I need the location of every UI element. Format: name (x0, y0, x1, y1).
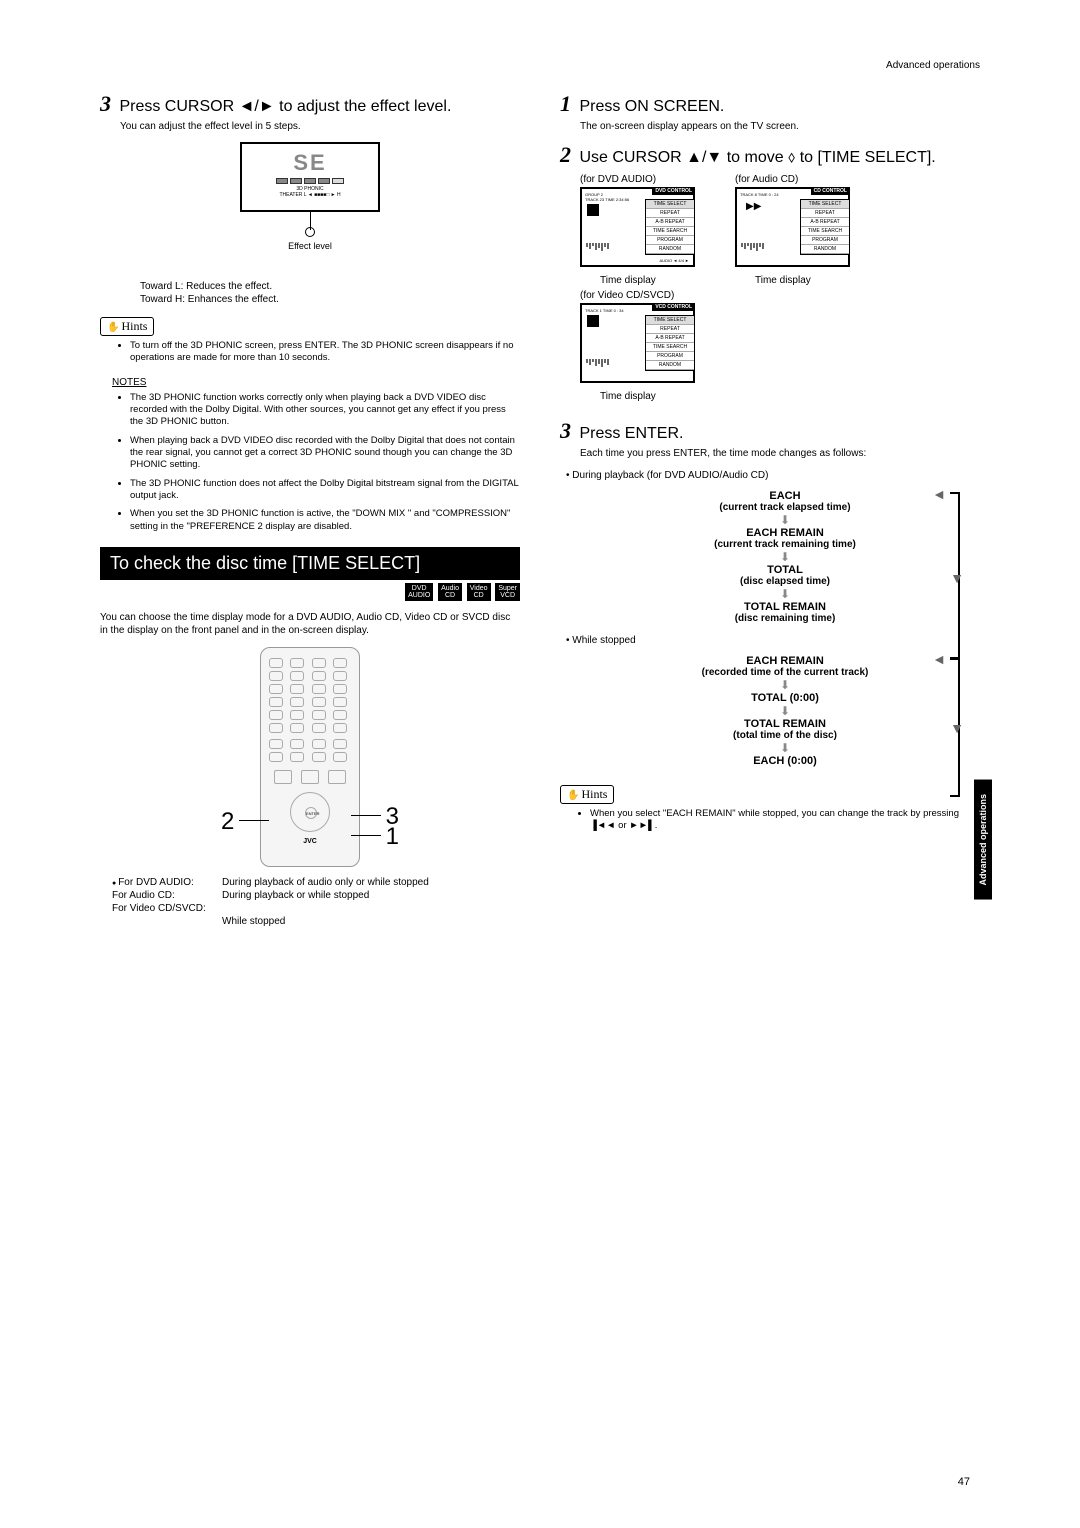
header-section: Advanced operations (100, 60, 980, 71)
flow2-each: EACH (0:00) (590, 755, 980, 767)
dvd-audio-desc: During playback of audio only or while s… (222, 877, 429, 888)
cd-control-title: CD CONTROL (811, 187, 850, 195)
step-number: 1 (560, 91, 571, 116)
main-columns: 3 Press CURSOR ◄/► to adjust the effect … (100, 91, 980, 929)
step-3-sub: You can adjust the effect level in 5 ste… (120, 121, 520, 132)
audio-cd-desc: During playback or while stopped (222, 890, 369, 901)
page-number: 47 (958, 1476, 970, 1488)
time-display-label: Time display (600, 391, 980, 402)
vcd-control-menu: TIME SELECT REPEAT A-B REPEAT TIME SEARC… (645, 315, 695, 371)
cd-control-figure: CD CONTROL TRACK 8 TIME 0 : 24 ▶▶ TIME S… (735, 187, 850, 267)
flow-each: EACH (590, 490, 980, 502)
effect-level-label: Effect level (100, 241, 520, 251)
time-select-para: You can choose the time display mode for… (100, 611, 520, 637)
step-2-title: Use CURSOR ▲/▼ to move ⬨ to [TIME SELECT… (579, 149, 935, 166)
side-tab: Advanced operations (974, 780, 992, 900)
flow-total-remain-sub: (disc remaining time) (590, 613, 980, 624)
hints-list-right: When you select "EACH REMAIN" while stop… (590, 808, 980, 833)
badge-video-cd: VideoCD (467, 583, 491, 601)
toward-l: Toward L: Reduces the effect. (140, 281, 520, 292)
hint-item: When you select "EACH REMAIN" while stop… (590, 808, 980, 833)
step-number: 3 (100, 91, 111, 116)
right-column: 1 Press ON SCREEN. The on-screen display… (560, 91, 980, 929)
stopped-label: While stopped (566, 634, 980, 647)
badge-super-vcd: SuperVCD (495, 583, 520, 601)
left-column: 3 Press CURSOR ◄/► to adjust the effect … (100, 91, 520, 929)
vcd-control-figure: VCD CONTROL TRACK 1 TIME 0 : 34 TIME SEL… (580, 303, 695, 383)
dvd-audio-label: For DVD AUDIO: (112, 877, 222, 888)
for-audio-cd-label: (for Audio CD) (735, 174, 860, 185)
flow2-total-remain: TOTAL REMAIN (590, 718, 980, 730)
dvd-control-title: DVD CONTROL (652, 187, 695, 195)
step-3r-sub: Each time you press ENTER, the time mode… (580, 448, 980, 459)
badge-audio-cd: AudioCD (438, 583, 462, 601)
hints-badge-right: Hints (560, 785, 614, 804)
flow-each-sub: (current track elapsed time) (590, 502, 980, 513)
note-item: When playing back a DVD VIDEO disc recor… (130, 435, 520, 472)
time-display-label: Time display (600, 275, 705, 286)
time-select-heading: To check the disc time [TIME SELECT] (100, 547, 520, 580)
toward-h: Toward H: Enhances the effect. (140, 294, 520, 305)
vcd-control-title: VCD CONTROL (652, 303, 695, 311)
notes-list: The 3D PHONIC function works correctly o… (130, 392, 520, 533)
video-cd-desc: While stopped (222, 916, 285, 927)
hints-list: To turn off the 3D PHONIC screen, press … (130, 340, 520, 365)
se-figure: SE 3D PHONIC THEATER L ◄ ■■■■□ ► H Effec… (100, 142, 520, 251)
for-dvd-audio-label: (for DVD AUDIO) (580, 174, 705, 185)
badge-dvd-audio: DVDAUDIO (405, 583, 433, 601)
playback-label: During playback (for DVD AUDIO/Audio CD) (566, 469, 980, 482)
hints-badge: Hints (100, 317, 154, 336)
step-3-title: Press CURSOR ◄/► to adjust the effect le… (119, 98, 451, 115)
note-item: The 3D PHONIC function does not affect t… (130, 478, 520, 503)
flow-total-sub: (disc elapsed time) (590, 576, 980, 587)
remote-callout-2: 2 (221, 808, 234, 836)
flow-each-remain-sub: (current track remaining time) (590, 539, 980, 550)
step-3-cursor: 3 Press CURSOR ◄/► to adjust the effect … (100, 91, 520, 117)
flow2-total: TOTAL (0:00) (590, 692, 980, 704)
flow-stopped: ◄ ▼ EACH REMAIN (recorded time of the cu… (590, 655, 980, 767)
step-number: 3 (560, 418, 571, 443)
remote-figure: ENTER JVC 2 3 1 (260, 647, 360, 867)
step-1-sub: The on-screen display appears on the TV … (580, 121, 980, 132)
note-item: The 3D PHONIC function works correctly o… (130, 392, 520, 429)
remote-brand: JVC (269, 838, 351, 845)
dvd-control-figure: DVD CONTROL GROUP 2TRACK 23 TIME 2:34:56… (580, 187, 695, 267)
disc-type-list: For DVD AUDIO:During playback of audio o… (112, 877, 520, 927)
flow2-each-remain-sub: (recorded time of the current track) (590, 667, 980, 678)
flow-total: TOTAL (590, 564, 980, 576)
media-badges: DVDAUDIO AudioCD VideoCD SuperVCD (100, 583, 520, 601)
remote-callout-1: 1 (386, 823, 399, 851)
step-1-onscreen: 1 Press ON SCREEN. (560, 91, 980, 117)
step-3-enter: 3 Press ENTER. (560, 418, 980, 444)
notes-title: NOTES (112, 377, 520, 388)
flow2-total-remain-sub: (total time of the disc) (590, 730, 980, 741)
step-2-cursor: 2 Use CURSOR ▲/▼ to move ⬨ to [TIME SELE… (560, 142, 980, 168)
step-1-title: Press ON SCREEN. (579, 98, 724, 115)
se-text: SE (248, 150, 372, 176)
hint-item: To turn off the 3D PHONIC screen, press … (130, 340, 520, 365)
video-cd-label: For Video CD/SVCD: (112, 903, 222, 914)
flow-playback: ◄ ▼ EACH (current track elapsed time) ⬇ … (590, 490, 980, 624)
cd-control-menu: TIME SELECT REPEAT A-B REPEAT TIME SEARC… (800, 199, 850, 255)
step-3r-title: Press ENTER. (579, 425, 683, 442)
flow-each-remain: EACH REMAIN (590, 527, 980, 539)
flow2-each-remain: EACH REMAIN (590, 655, 980, 667)
step-number: 2 (560, 142, 571, 167)
flow-total-remain: TOTAL REMAIN (590, 601, 980, 613)
time-display-label: Time display (755, 275, 860, 286)
for-video-cd-label: (for Video CD/SVCD) (580, 290, 980, 301)
note-item: When you set the 3D PHONIC function is a… (130, 508, 520, 533)
se-display: SE 3D PHONIC THEATER L ◄ ■■■■□ ► H (240, 142, 380, 212)
audio-cd-label: For Audio CD: (112, 890, 222, 901)
dvd-control-menu: TIME SELECT REPEAT A-B REPEAT TIME SEARC… (645, 199, 695, 255)
